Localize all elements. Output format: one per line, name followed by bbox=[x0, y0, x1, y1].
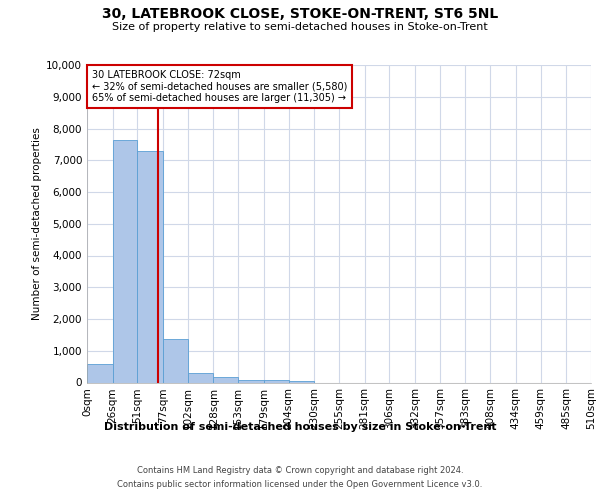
Text: Size of property relative to semi-detached houses in Stoke-on-Trent: Size of property relative to semi-detach… bbox=[112, 22, 488, 32]
Bar bbox=[87, 364, 113, 382]
Text: 30 LATEBROOK CLOSE: 72sqm
← 32% of semi-detached houses are smaller (5,580)
65% : 30 LATEBROOK CLOSE: 72sqm ← 32% of semi-… bbox=[92, 70, 347, 103]
Bar bbox=[113, 140, 137, 382]
Text: 30, LATEBROOK CLOSE, STOKE-ON-TRENT, ST6 5NL: 30, LATEBROOK CLOSE, STOKE-ON-TRENT, ST6… bbox=[102, 8, 498, 22]
Bar bbox=[238, 380, 264, 382]
Text: Contains HM Land Registry data © Crown copyright and database right 2024.: Contains HM Land Registry data © Crown c… bbox=[137, 466, 463, 475]
Text: Contains public sector information licensed under the Open Government Licence v3: Contains public sector information licen… bbox=[118, 480, 482, 489]
Bar bbox=[163, 339, 188, 382]
Bar bbox=[289, 381, 314, 382]
Bar bbox=[214, 378, 238, 382]
Y-axis label: Number of semi-detached properties: Number of semi-detached properties bbox=[32, 128, 42, 320]
Bar bbox=[137, 150, 163, 382]
Bar bbox=[264, 380, 289, 382]
Bar bbox=[188, 374, 214, 382]
Text: Distribution of semi-detached houses by size in Stoke-on-Trent: Distribution of semi-detached houses by … bbox=[104, 422, 496, 432]
